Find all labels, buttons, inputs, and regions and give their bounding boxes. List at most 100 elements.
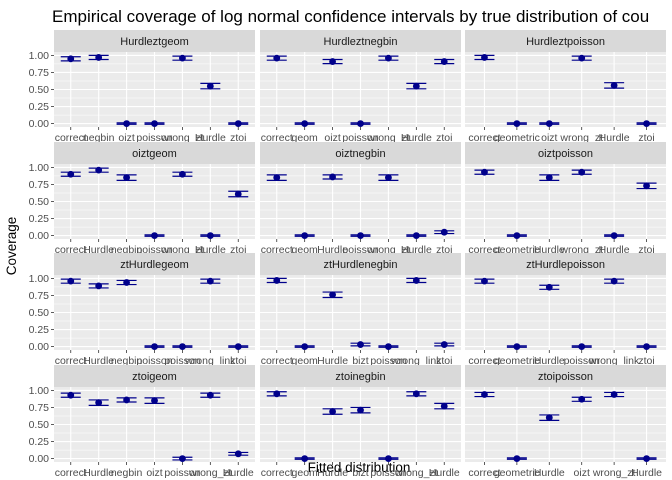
coverage-point: [412, 232, 420, 239]
coverage-point: [95, 54, 103, 61]
y-tick-label: 0.75: [29, 67, 50, 79]
coverage-point: [301, 232, 309, 239]
facet-strip-label: Hurdleztgeom: [120, 36, 188, 48]
x-tick-label: ztoi: [436, 355, 452, 367]
coverage-point: [545, 283, 553, 291]
coverage-point: [643, 343, 650, 350]
x-tick-label: Hurdle: [195, 132, 226, 144]
facet-panel-ztoigeom: ztoigeom0.000.250.500.751.00correctHurdl…: [29, 365, 255, 479]
x-tick-label: poisson: [370, 355, 406, 367]
y-tick-label: 0.50: [29, 419, 50, 431]
x-tick-label: bizt: [352, 467, 368, 479]
coverage-point: [643, 120, 650, 127]
facet-strip-label: ztoinegbin: [335, 371, 385, 383]
coverage-point: [273, 277, 281, 284]
y-tick-label: 0.75: [29, 290, 50, 302]
y-tick-label: 0.00: [29, 118, 50, 130]
coverage-point: [67, 170, 75, 178]
x-tick-label: Hurdle: [83, 355, 114, 367]
coverage-point: [610, 82, 618, 89]
coverage-point: [357, 341, 364, 348]
coverage-point: [234, 190, 242, 198]
x-tick-label: correct: [468, 132, 500, 144]
x-tick-label: oizt: [324, 132, 340, 144]
facet-strip: [465, 142, 666, 164]
coverage-point: [578, 54, 586, 62]
coverage-point: [273, 390, 281, 398]
x-tick-label: Hurdle: [317, 467, 348, 479]
x-tick-label: poisson: [342, 132, 378, 144]
coverage-point: [440, 402, 448, 410]
facet-strip-label: Hurdleztpoisson: [526, 36, 605, 48]
coverage-point: [513, 455, 521, 462]
y-tick-label: 0.50: [29, 307, 50, 319]
x-tick-label: wrong_zt: [592, 467, 636, 479]
coverage-point: [481, 391, 488, 398]
y-tick-label: 0.25: [29, 324, 50, 336]
x-tick-label: Hurdle: [401, 132, 432, 144]
y-tick-label: 0.00: [29, 341, 50, 353]
coverage-point: [273, 54, 281, 62]
coverage-point: [123, 279, 130, 286]
coverage-point: [481, 54, 488, 61]
x-tick-label: wrong_zt: [559, 132, 603, 144]
x-tick-label: wrong_zt: [366, 132, 410, 144]
x-tick-label: poisson: [564, 355, 600, 367]
coverage-point: [67, 277, 75, 285]
coverage-point: [545, 414, 553, 422]
coverage-point: [234, 120, 242, 127]
x-tick-label: geom: [292, 467, 319, 479]
coverage-point: [301, 343, 309, 350]
x-tick-label: wrong_zt: [394, 467, 438, 479]
coverage-point: [151, 120, 158, 127]
facet-strip-label: oiztgeom: [132, 148, 177, 160]
x-tick-label: correct: [468, 467, 500, 479]
x-tick-label: Hurdle: [631, 467, 662, 479]
coverage-point: [513, 120, 521, 127]
x-tick-label: correct: [261, 467, 293, 479]
facet-strip-label: ztHurdlepoisson: [526, 259, 605, 271]
y-tick-label: 0.50: [29, 196, 50, 208]
coverage-point: [357, 120, 364, 127]
coverage-point: [179, 54, 186, 62]
facet-strip: [54, 365, 255, 387]
y-tick-label: 1.00: [29, 162, 50, 174]
coverage-point: [513, 343, 521, 350]
x-tick-label: bizt: [352, 355, 368, 367]
x-tick-label: ztoi: [638, 355, 654, 367]
x-tick-label: Hurdle: [534, 355, 565, 367]
facet-strip-label: oiztnegbin: [335, 148, 385, 160]
x-tick-label: negbin: [111, 467, 143, 479]
coverage-point: [412, 277, 420, 284]
x-tick-label: Hurdle: [223, 467, 254, 479]
x-tick-label: geometric: [494, 355, 540, 367]
x-tick-label: Hurdle: [429, 467, 460, 479]
coverage-point: [206, 82, 214, 90]
coverage-point: [440, 341, 448, 348]
y-tick-label: 0.25: [29, 436, 50, 448]
facet-strip-label: Hurdleztnegbin: [324, 36, 398, 48]
x-tick-label: wrong_link: [184, 355, 236, 367]
facet-strip: [260, 142, 461, 164]
facet-strip: [54, 30, 255, 52]
x-tick-label: correct: [55, 467, 87, 479]
coverage-point: [234, 450, 242, 458]
coverage-point: [206, 232, 214, 239]
x-tick-label: wrong_zt: [188, 467, 232, 479]
coverage-point: [301, 120, 309, 127]
x-tick-label: ztoi: [436, 132, 452, 144]
coverage-point: [123, 396, 130, 404]
coverage-point: [440, 228, 448, 236]
coverage-point: [179, 343, 186, 350]
y-tick-label: 0.75: [29, 402, 50, 414]
x-tick-label: correct: [55, 355, 87, 367]
coverage-point: [234, 343, 242, 350]
facet-strip-label: oiztpoisson: [538, 148, 593, 160]
x-tick-label: oizt: [118, 132, 134, 144]
chart-title: Empirical coverage of log normal confide…: [52, 7, 649, 26]
